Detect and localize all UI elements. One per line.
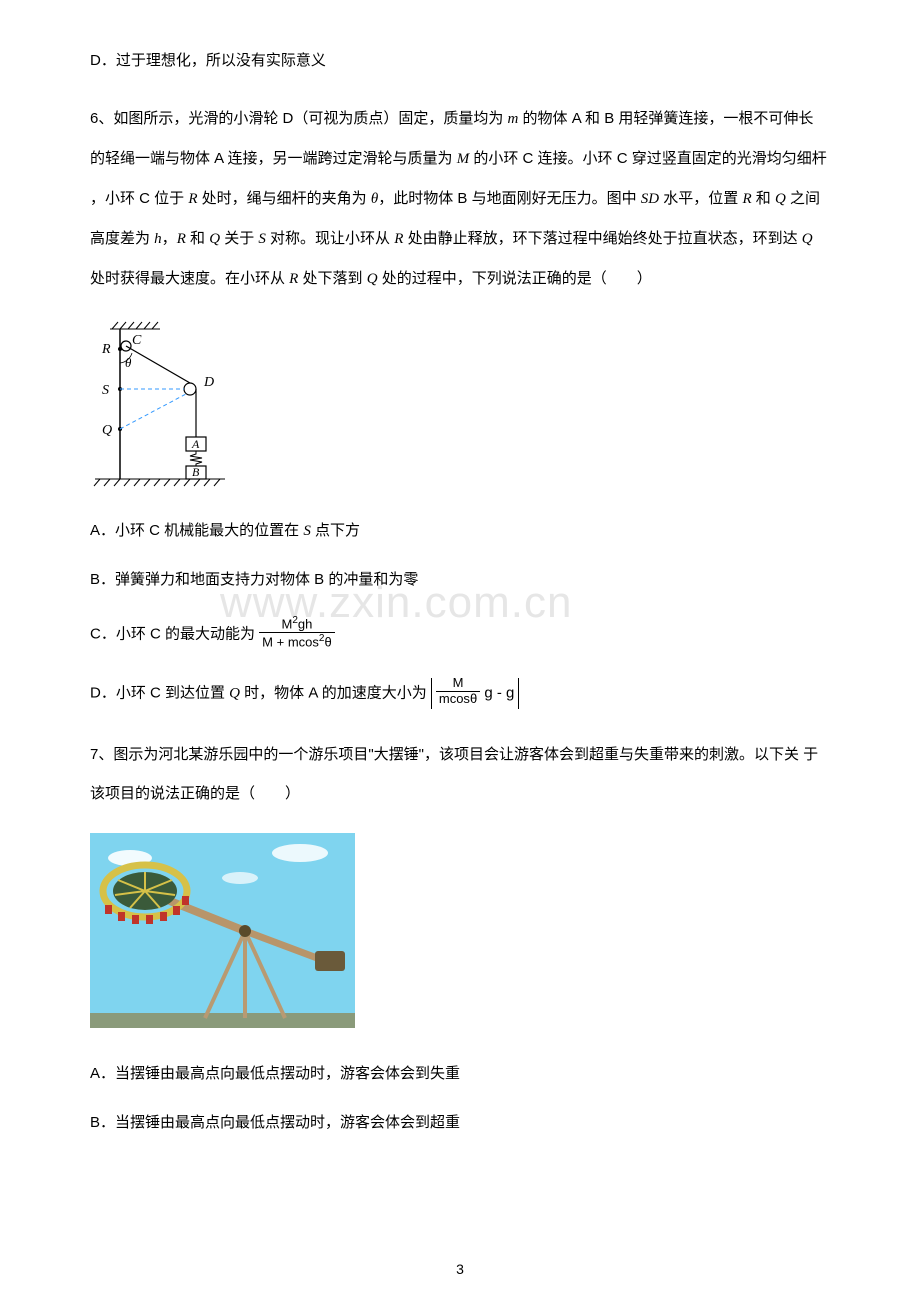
svg-text:D: D	[203, 375, 214, 390]
svg-text:B: B	[192, 465, 200, 479]
var-R: R	[289, 271, 298, 287]
text: 高度差为	[90, 230, 154, 247]
var-Q: Q	[209, 231, 220, 247]
text: 的轻绳一端与物体 A 连接，另一端跨过定滑轮与质量为	[90, 150, 457, 167]
text: 的小环 C 连接。小环 C 穿过竖直固定的光滑均匀细杆	[469, 150, 827, 167]
svg-text:S: S	[102, 383, 109, 398]
fraction: M2gh M + mcos2θ	[259, 615, 335, 650]
q6-option-b: B．弹簧弹力和地面支持力对物体 B 的冲量和为零	[90, 569, 830, 592]
text: 处下落到	[298, 270, 366, 287]
text: 时，物体 A 的加速度大小为	[240, 685, 431, 702]
text: 和	[186, 230, 209, 247]
var-SD: SD	[641, 191, 659, 207]
text: 的物体 A 和 B 用轻弹簧连接，一根不可伸长	[518, 110, 813, 127]
q5-option-d: D．过于理想化，所以没有实际意义	[90, 50, 830, 73]
text: 关于	[220, 230, 258, 247]
var-S: S	[258, 231, 266, 247]
var-Q: Q	[802, 231, 813, 247]
svg-text:C: C	[132, 333, 142, 348]
q7-stem: 7、图示为河北某游乐园中的一个游乐项目"大摆锤"，该项目会让游客体会到超重与失重…	[90, 735, 830, 813]
q6-option-d: D．小环 C 到达位置 Q 时，物体 A 的加速度大小为 M mcosθ g -…	[90, 678, 830, 709]
page-number: 3	[0, 1259, 920, 1280]
var-Q: Q	[775, 191, 786, 207]
text: ，小环 C 位于	[90, 190, 188, 207]
text: 之间	[786, 190, 820, 207]
text: ，	[162, 230, 177, 247]
text: C．小环 C 的最大动能为	[90, 626, 259, 643]
fraction: M mcosθ	[436, 676, 480, 707]
q6-option-c: C．小环 C 的最大动能为 M2gh M + mcos2θ	[90, 617, 830, 652]
var-R: R	[742, 191, 751, 207]
text: 处时获得最大速度。在小环从	[90, 270, 289, 287]
text: 和	[752, 190, 775, 207]
var-R: R	[177, 231, 186, 247]
svg-text:Q: Q	[102, 423, 112, 438]
text: ，此时物体 B 与地面刚好无压力。图中	[378, 190, 641, 207]
var-h: h	[154, 231, 162, 247]
text: D．小环 C 到达位置	[90, 685, 229, 702]
text: 7、图示为河北某游乐园中的一个游乐项目"大摆锤"，该项目会让游客体会到超重与失重…	[90, 746, 799, 763]
text: g - g	[480, 685, 514, 702]
q6-option-a: A．小环 C 机械能最大的位置在 S 点下方	[90, 520, 830, 543]
var-m: m	[508, 111, 519, 127]
text: 对称。现让小环从	[266, 230, 394, 247]
var-R: R	[188, 191, 197, 207]
svg-text:R: R	[101, 342, 111, 357]
text: 处时，绳与细杆的夹角为	[198, 190, 371, 207]
text: 处由静止释放，环下落过程中绳始终处于拉直状态，环到达	[403, 230, 801, 247]
svg-text:θ: θ	[125, 355, 132, 370]
var-M: M	[457, 151, 470, 167]
svg-text:A: A	[191, 437, 200, 451]
var-Q: Q	[229, 686, 240, 702]
text: A．小环 C 机械能最大的位置在	[90, 522, 303, 539]
q7-option-b: B．当摆锤由最高点向最低点摆动时，游客会体会到超重	[90, 1112, 830, 1135]
abs-expr: M mcosθ g - g	[431, 678, 519, 709]
var-S: S	[303, 523, 311, 539]
q6-diagram: R C θ S D Q A B	[90, 319, 830, 497]
text: 处的过程中，下列说法正确的是（ ）	[378, 270, 652, 287]
q7-option-a: A．当摆锤由最高点向最低点摆动时，游客会体会到失重	[90, 1063, 830, 1086]
text: 6、如图所示，光滑的小滑轮 D（可视为质点）固定，质量均为	[90, 110, 508, 127]
q6-stem: 6、如图所示，光滑的小滑轮 D（可视为质点）固定，质量均为 m 的物体 A 和 …	[90, 99, 830, 299]
var-Q: Q	[367, 271, 378, 287]
q7-photo	[90, 833, 830, 1036]
text: 水平，位置	[659, 190, 742, 207]
text: 点下方	[311, 522, 360, 539]
